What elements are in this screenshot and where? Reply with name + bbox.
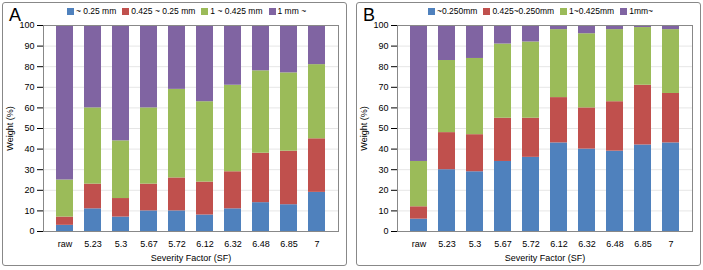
svg-text:80: 80 — [24, 62, 34, 72]
svg-text:5.23: 5.23 — [438, 239, 456, 249]
svg-text:100: 100 — [19, 20, 34, 30]
html-text:0.425 ~ 0.25 mm: 0.425 ~ 0.25 mm — [131, 6, 196, 16]
svg-text:5.72: 5.72 — [522, 239, 540, 249]
html-text:~0.250mm: ~0.250mm — [437, 6, 478, 16]
svg-text:Weight (%): Weight (%) — [5, 106, 15, 150]
svg-text:6.85: 6.85 — [634, 239, 652, 249]
html-text:1 mm ~: 1 mm ~ — [277, 6, 307, 16]
svg-text:50: 50 — [24, 123, 34, 133]
svg-text:6.48: 6.48 — [606, 239, 624, 249]
html-text:~ 0.25 mm: ~ 0.25 mm — [75, 6, 117, 16]
html-text:0.425~0.250mm: 0.425~0.250mm — [492, 6, 554, 16]
svg-text:5.67: 5.67 — [140, 239, 158, 249]
svg-text:5.23: 5.23 — [84, 239, 102, 249]
svg-text:30: 30 — [24, 165, 34, 175]
svg-text:6.85: 6.85 — [280, 239, 298, 249]
svg-text:70: 70 — [378, 82, 388, 92]
svg-text:6.32: 6.32 — [224, 239, 242, 249]
svg-text:5.67: 5.67 — [494, 239, 512, 249]
html-text:1 ~ 0.425 mm: 1 ~ 0.425 mm — [210, 6, 263, 16]
html-text:1~0.425mm: 1~0.425mm — [569, 6, 615, 16]
svg-text:raw: raw — [58, 239, 73, 249]
svg-text:70: 70 — [24, 82, 34, 92]
svg-text:80: 80 — [378, 62, 388, 72]
svg-text:0: 0 — [29, 226, 34, 236]
svg-text:5.3: 5.3 — [469, 239, 482, 249]
svg-text:Severity Factor (SF): Severity Factor (SF) — [151, 253, 232, 263]
svg-text:90: 90 — [24, 41, 34, 51]
svg-text:90: 90 — [378, 41, 388, 51]
svg-text:6.12: 6.12 — [550, 239, 568, 249]
svg-text:6.32: 6.32 — [578, 239, 596, 249]
svg-text:10: 10 — [378, 206, 388, 216]
svg-text:raw: raw — [412, 239, 427, 249]
svg-text:6.48: 6.48 — [252, 239, 270, 249]
svg-text:60: 60 — [24, 103, 34, 113]
svg-text:50: 50 — [378, 123, 388, 133]
html-text:1mm~: 1mm~ — [629, 6, 653, 16]
svg-text:60: 60 — [378, 103, 388, 113]
svg-text:40: 40 — [24, 144, 34, 154]
html-text:A: A — [9, 5, 21, 25]
svg-text:10: 10 — [24, 206, 34, 216]
html-text:B: B — [363, 5, 375, 25]
svg-text:5.72: 5.72 — [168, 239, 186, 249]
svg-text:6.12: 6.12 — [196, 239, 214, 249]
svg-text:30: 30 — [378, 165, 388, 175]
svg-text:Severity Factor (SF): Severity Factor (SF) — [505, 253, 586, 263]
svg-text:100: 100 — [373, 20, 388, 30]
svg-text:20: 20 — [24, 185, 34, 195]
svg-text:7: 7 — [314, 239, 319, 249]
svg-text:5.3: 5.3 — [115, 239, 128, 249]
svg-text:40: 40 — [378, 144, 388, 154]
svg-text:0: 0 — [383, 226, 388, 236]
svg-text:20: 20 — [378, 185, 388, 195]
svg-text:7: 7 — [668, 239, 673, 249]
svg-text:Weight (%): Weight (%) — [359, 106, 369, 150]
